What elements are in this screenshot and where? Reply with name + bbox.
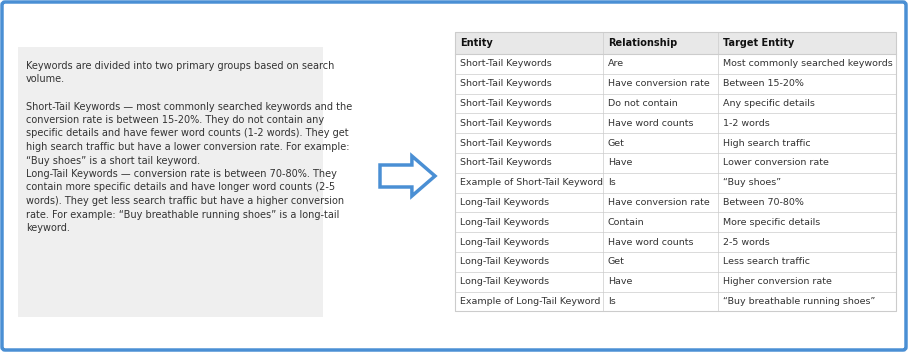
Text: Short-Tail Keywords: Short-Tail Keywords xyxy=(460,59,552,68)
Text: rate. For example: “Buy breathable running shoes” is a long-tail: rate. For example: “Buy breathable runni… xyxy=(26,209,340,220)
Text: Long-Tail Keywords: Long-Tail Keywords xyxy=(460,277,549,286)
Bar xyxy=(455,212,896,232)
Text: Long-Tail Keywords: Long-Tail Keywords xyxy=(460,257,549,266)
Text: Is: Is xyxy=(608,178,616,187)
Text: Long-Tail Keywords: Long-Tail Keywords xyxy=(460,198,549,207)
Text: Short-Tail Keywords: Short-Tail Keywords xyxy=(460,158,552,168)
Text: “Buy shoes” is a short tail keyword.: “Buy shoes” is a short tail keyword. xyxy=(26,156,200,165)
Text: Long-Tail Keywords: Long-Tail Keywords xyxy=(460,238,549,247)
Text: Long-Tail Keywords: Long-Tail Keywords xyxy=(460,218,549,227)
Text: conversion rate is between 15-20%. They do not contain any: conversion rate is between 15-20%. They … xyxy=(26,115,324,125)
Text: Between 70-80%: Between 70-80% xyxy=(723,198,804,207)
Text: Get: Get xyxy=(608,257,625,266)
Text: More specific details: More specific details xyxy=(723,218,820,227)
Text: Get: Get xyxy=(608,139,625,147)
Text: “Buy breathable running shoes”: “Buy breathable running shoes” xyxy=(723,297,875,306)
Bar xyxy=(455,272,896,291)
Text: 2-5 words: 2-5 words xyxy=(723,238,770,247)
Bar xyxy=(455,173,896,193)
Text: High search traffic: High search traffic xyxy=(723,139,811,147)
Text: Do not contain: Do not contain xyxy=(608,99,677,108)
Text: words). They get less search traffic but have a higher conversion: words). They get less search traffic but… xyxy=(26,196,344,206)
Bar xyxy=(455,153,896,173)
Text: specific details and have fewer word counts (1-2 words). They get: specific details and have fewer word cou… xyxy=(26,128,349,138)
Bar xyxy=(455,74,896,94)
Text: Target Entity: Target Entity xyxy=(723,38,794,48)
Text: Example of Long-Tail Keyword: Example of Long-Tail Keyword xyxy=(460,297,600,306)
Text: Lower conversion rate: Lower conversion rate xyxy=(723,158,829,168)
Text: Between 15-20%: Between 15-20% xyxy=(723,79,804,88)
Text: Most commonly searched keywords: Most commonly searched keywords xyxy=(723,59,893,68)
Text: Short-Tail Keywords — most commonly searched keywords and the: Short-Tail Keywords — most commonly sear… xyxy=(26,101,352,112)
Text: Have: Have xyxy=(608,158,632,168)
Bar xyxy=(455,232,896,252)
Text: Short-Tail Keywords: Short-Tail Keywords xyxy=(460,99,552,108)
Bar xyxy=(455,133,896,153)
Bar xyxy=(455,193,896,212)
Text: Have conversion rate: Have conversion rate xyxy=(608,79,710,88)
Text: Have word counts: Have word counts xyxy=(608,238,694,247)
Text: Long-Tail Keywords — conversion rate is between 70-80%. They: Long-Tail Keywords — conversion rate is … xyxy=(26,169,337,179)
Text: Higher conversion rate: Higher conversion rate xyxy=(723,277,832,286)
Bar xyxy=(455,291,896,312)
Text: Keywords are divided into two primary groups based on search: Keywords are divided into two primary gr… xyxy=(26,61,334,71)
Text: Short-Tail Keywords: Short-Tail Keywords xyxy=(460,119,552,128)
Bar xyxy=(455,32,896,54)
Text: contain more specific details and have longer word counts (2-5: contain more specific details and have l… xyxy=(26,182,335,193)
Text: volume.: volume. xyxy=(26,75,65,84)
Text: Have: Have xyxy=(608,277,632,286)
Bar xyxy=(455,252,896,272)
Bar xyxy=(455,32,896,312)
Bar xyxy=(455,94,896,113)
Text: Less search traffic: Less search traffic xyxy=(723,257,810,266)
Text: Entity: Entity xyxy=(460,38,493,48)
Bar xyxy=(455,54,896,74)
Text: Example of Short-Tail Keyword: Example of Short-Tail Keyword xyxy=(460,178,603,187)
Text: Any specific details: Any specific details xyxy=(723,99,814,108)
Bar xyxy=(455,113,896,133)
Text: Short-Tail Keywords: Short-Tail Keywords xyxy=(460,79,552,88)
Text: 1-2 words: 1-2 words xyxy=(723,119,770,128)
Text: Relationship: Relationship xyxy=(608,38,677,48)
Text: Short-Tail Keywords: Short-Tail Keywords xyxy=(460,139,552,147)
Bar xyxy=(18,47,323,317)
Text: Contain: Contain xyxy=(608,218,645,227)
Text: keyword.: keyword. xyxy=(26,223,70,233)
Text: Are: Are xyxy=(608,59,624,68)
Text: Is: Is xyxy=(608,297,616,306)
Text: Have word counts: Have word counts xyxy=(608,119,694,128)
Text: “Buy shoes”: “Buy shoes” xyxy=(723,178,781,187)
Text: high search traffic but have a lower conversion rate. For example:: high search traffic but have a lower con… xyxy=(26,142,350,152)
Text: Have conversion rate: Have conversion rate xyxy=(608,198,710,207)
